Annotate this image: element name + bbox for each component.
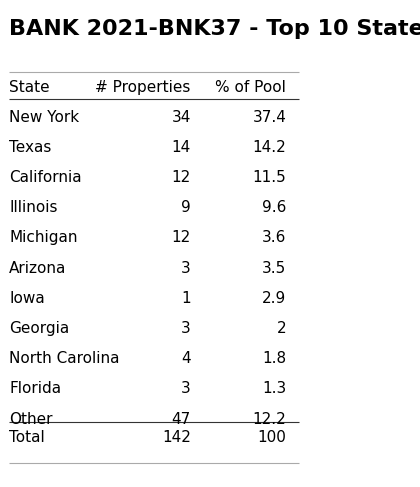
Text: 100: 100: [257, 430, 286, 445]
Text: 37.4: 37.4: [252, 110, 286, 125]
Text: Arizona: Arizona: [9, 261, 67, 276]
Text: 12: 12: [171, 230, 191, 245]
Text: 142: 142: [162, 430, 191, 445]
Text: 3.6: 3.6: [262, 230, 286, 245]
Text: 1.8: 1.8: [262, 351, 286, 366]
Text: 9: 9: [181, 200, 191, 215]
Text: 2.9: 2.9: [262, 291, 286, 306]
Text: # Properties: # Properties: [95, 80, 191, 95]
Text: New York: New York: [9, 110, 79, 125]
Text: State: State: [9, 80, 50, 95]
Text: 47: 47: [171, 412, 191, 427]
Text: 3: 3: [181, 381, 191, 396]
Text: 3: 3: [181, 321, 191, 336]
Text: Other: Other: [9, 412, 53, 427]
Text: % of Pool: % of Pool: [215, 80, 286, 95]
Text: 1: 1: [181, 291, 191, 306]
Text: Georgia: Georgia: [9, 321, 69, 336]
Text: Texas: Texas: [9, 140, 52, 155]
Text: North Carolina: North Carolina: [9, 351, 120, 366]
Text: 14: 14: [171, 140, 191, 155]
Text: Florida: Florida: [9, 381, 61, 396]
Text: 4: 4: [181, 351, 191, 366]
Text: 2: 2: [276, 321, 286, 336]
Text: 3: 3: [181, 261, 191, 276]
Text: Michigan: Michigan: [9, 230, 78, 245]
Text: 11.5: 11.5: [252, 170, 286, 185]
Text: 34: 34: [171, 110, 191, 125]
Text: 12.2: 12.2: [252, 412, 286, 427]
Text: California: California: [9, 170, 82, 185]
Text: 9.6: 9.6: [262, 200, 286, 215]
Text: Total: Total: [9, 430, 45, 445]
Text: Illinois: Illinois: [9, 200, 58, 215]
Text: BANK 2021-BNK37 - Top 10 States: BANK 2021-BNK37 - Top 10 States: [9, 19, 420, 39]
Text: 1.3: 1.3: [262, 381, 286, 396]
Text: 14.2: 14.2: [252, 140, 286, 155]
Text: 12: 12: [171, 170, 191, 185]
Text: 3.5: 3.5: [262, 261, 286, 276]
Text: Iowa: Iowa: [9, 291, 45, 306]
